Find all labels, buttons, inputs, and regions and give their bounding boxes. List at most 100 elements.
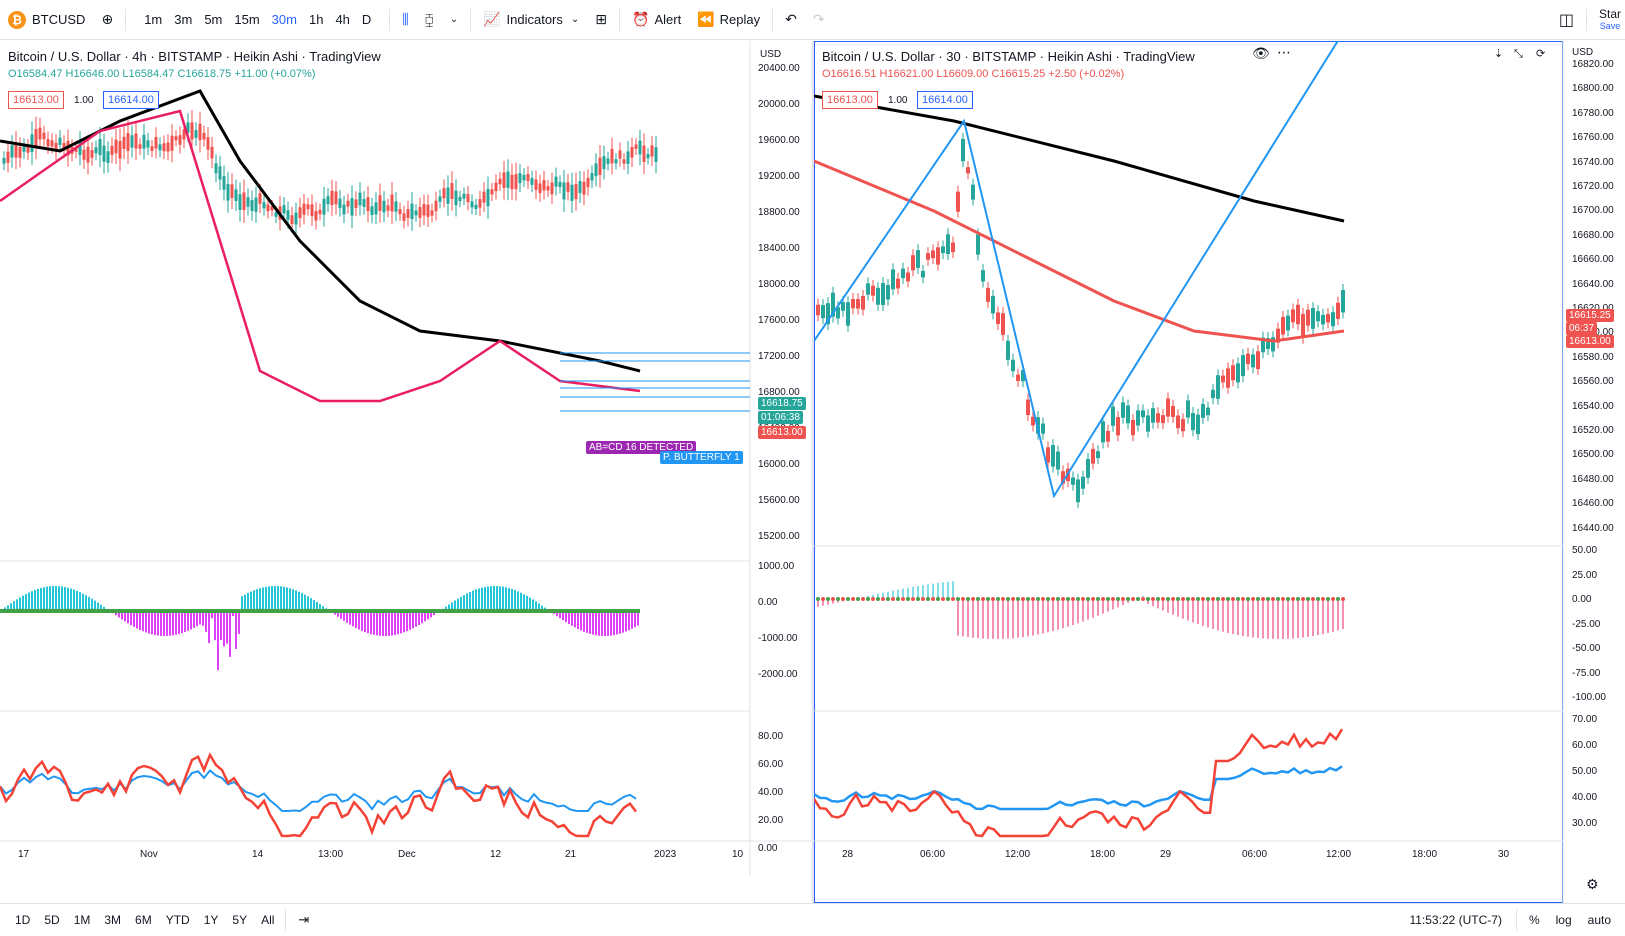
timeframe-1h[interactable]: 1h <box>308 12 324 27</box>
range-1m[interactable]: 1M <box>73 913 91 927</box>
pane-divider[interactable] <box>812 41 814 903</box>
order-qty[interactable]: 1.00 <box>74 95 94 106</box>
candle-body <box>270 206 274 211</box>
sell-price-button[interactable]: 16613.00 <box>822 91 878 109</box>
price-tick: 16620.00 <box>1572 303 1614 314</box>
replay-button[interactable]: ⏪ Replay <box>689 0 768 40</box>
candle-body <box>921 270 925 278</box>
gear-icon[interactable]: ⚙ <box>1586 877 1599 893</box>
candle-body <box>1341 289 1345 313</box>
arrow-down-icon[interactable]: ⇣ <box>1494 47 1504 60</box>
candle-style-icon[interactable]: ⫼ <box>402 11 409 28</box>
price-tick: 16500.00 <box>1572 449 1614 461</box>
buy-price-button[interactable]: 16614.00 <box>103 91 159 109</box>
candle-body <box>1071 477 1075 485</box>
buy-price-button[interactable]: 16614.00 <box>917 91 973 109</box>
left-chart-panel[interactable]: Bitcoin / U.S. Dollar · 4h · BITSTAMP · … <box>0 41 812 876</box>
currency-label[interactable]: USD <box>760 49 782 60</box>
candle-body <box>538 183 542 194</box>
candle-body <box>1101 421 1105 443</box>
candle-body <box>442 188 446 199</box>
range-6m[interactable]: 6M <box>135 913 152 927</box>
undo-icon[interactable]: ↶ <box>785 11 797 28</box>
price-tick: 17600.00 <box>758 315 800 326</box>
range-all[interactable]: All <box>261 913 275 927</box>
layout-grid-icon[interactable]: ⊞ <box>595 11 608 28</box>
symbol-search[interactable]: ₿ BTCUSD <box>0 0 93 40</box>
candle-body <box>816 304 820 316</box>
macd-tick: 0.00 <box>758 597 778 608</box>
macd-dot <box>1041 597 1045 601</box>
timeframe-3m[interactable]: 3m <box>174 12 193 27</box>
currency-label[interactable]: USD <box>1572 47 1594 58</box>
indicators-button[interactable]: 📈 Indicators ⌄ <box>475 0 587 40</box>
timeframe-D[interactable]: D <box>361 12 372 27</box>
macd-dot <box>1046 597 1050 601</box>
auto-toggle[interactable]: auto <box>1587 913 1611 927</box>
ohlc-close: C16615.25 <box>991 68 1046 80</box>
order-qty[interactable]: 1.00 <box>888 95 908 106</box>
price-tick: 16740.00 <box>1572 156 1614 168</box>
moving-average-line <box>0 109 641 403</box>
maximize-icon[interactable]: ⤡ <box>1514 47 1523 60</box>
range-5d[interactable]: 5D <box>44 913 60 927</box>
macd-dot <box>1291 597 1295 601</box>
right-chart-canvas[interactable] <box>814 41 1625 903</box>
timeframe-4h[interactable]: 4h <box>335 12 350 27</box>
timeframe-1m[interactable]: 1m <box>144 12 163 27</box>
chart-type-icon[interactable]: ⧮ <box>424 11 434 28</box>
macd-dot <box>1116 597 1120 601</box>
candle-body <box>866 283 870 295</box>
timeframe-30m[interactable]: 30m <box>271 12 297 27</box>
compare-add-icon[interactable]: ⊕ <box>101 11 114 28</box>
timeframe-5m[interactable]: 5m <box>204 12 223 27</box>
price-tick: 16800.00 <box>758 387 800 398</box>
bitcoin-logo-icon: ₿ <box>8 10 26 29</box>
account-button[interactable]: Star Save <box>1591 0 1625 40</box>
alert-button[interactable]: ⏰ Alert <box>624 0 689 40</box>
macd-dot <box>996 597 1000 601</box>
chevron-down-icon[interactable]: ⌄ <box>449 14 459 25</box>
range-1y[interactable]: 1Y <box>203 913 219 927</box>
macd-dot <box>1261 597 1265 601</box>
candle-body <box>98 139 102 156</box>
candle-body <box>14 142 18 158</box>
divider <box>1515 909 1517 931</box>
eye-icon[interactable]: 👁 <box>1252 46 1270 62</box>
candle-body <box>34 129 38 147</box>
percent-toggle[interactable]: % <box>1528 913 1540 927</box>
clock-label[interactable]: 11:53:22 (UTC-7) <box>1409 913 1502 927</box>
left-chart-canvas[interactable] <box>0 41 812 876</box>
redo-icon[interactable]: ↷ <box>812 11 825 28</box>
range-ytd[interactable]: YTD <box>165 913 190 927</box>
date-range-icon[interactable]: ⇥ <box>298 912 310 928</box>
range-5y[interactable]: 5Y <box>232 913 248 927</box>
pattern-detected-label: AB=CD 16 DETECTED <box>586 441 697 454</box>
more-options-icon[interactable]: ⋯ <box>1277 45 1291 61</box>
timeframe-15m[interactable]: 15m <box>234 12 260 27</box>
macd-dot <box>1181 597 1185 601</box>
candle-body <box>186 122 190 133</box>
macd-dot <box>1306 597 1310 601</box>
sell-price-button[interactable]: 16613.00 <box>8 91 64 109</box>
candle-body <box>302 203 306 215</box>
candle-body <box>1016 374 1020 381</box>
candle-body <box>1321 314 1325 325</box>
candle-body <box>590 173 594 181</box>
candle-body <box>831 292 835 317</box>
range-1d[interactable]: 1D <box>15 913 31 927</box>
log-toggle[interactable]: log <box>1555 913 1572 927</box>
candle-body <box>94 147 98 154</box>
range-3m[interactable]: 3M <box>104 913 122 927</box>
candle-body <box>166 142 170 152</box>
restore-icon[interactable]: ⟳ <box>1536 47 1546 60</box>
candle-body <box>454 190 458 206</box>
candle-body <box>198 123 202 141</box>
price-tick: 16440.00 <box>1572 522 1614 534</box>
right-chart-panel[interactable]: Bitcoin / U.S. Dollar · 30 · BITSTAMP · … <box>814 41 1625 903</box>
macd-tick: -75.00 <box>1572 667 1601 679</box>
layout-panel-icon[interactable]: ◫ <box>1558 10 1574 29</box>
macd-dot <box>1146 597 1150 601</box>
candle-body <box>1061 471 1065 484</box>
candle-body <box>1106 430 1110 442</box>
